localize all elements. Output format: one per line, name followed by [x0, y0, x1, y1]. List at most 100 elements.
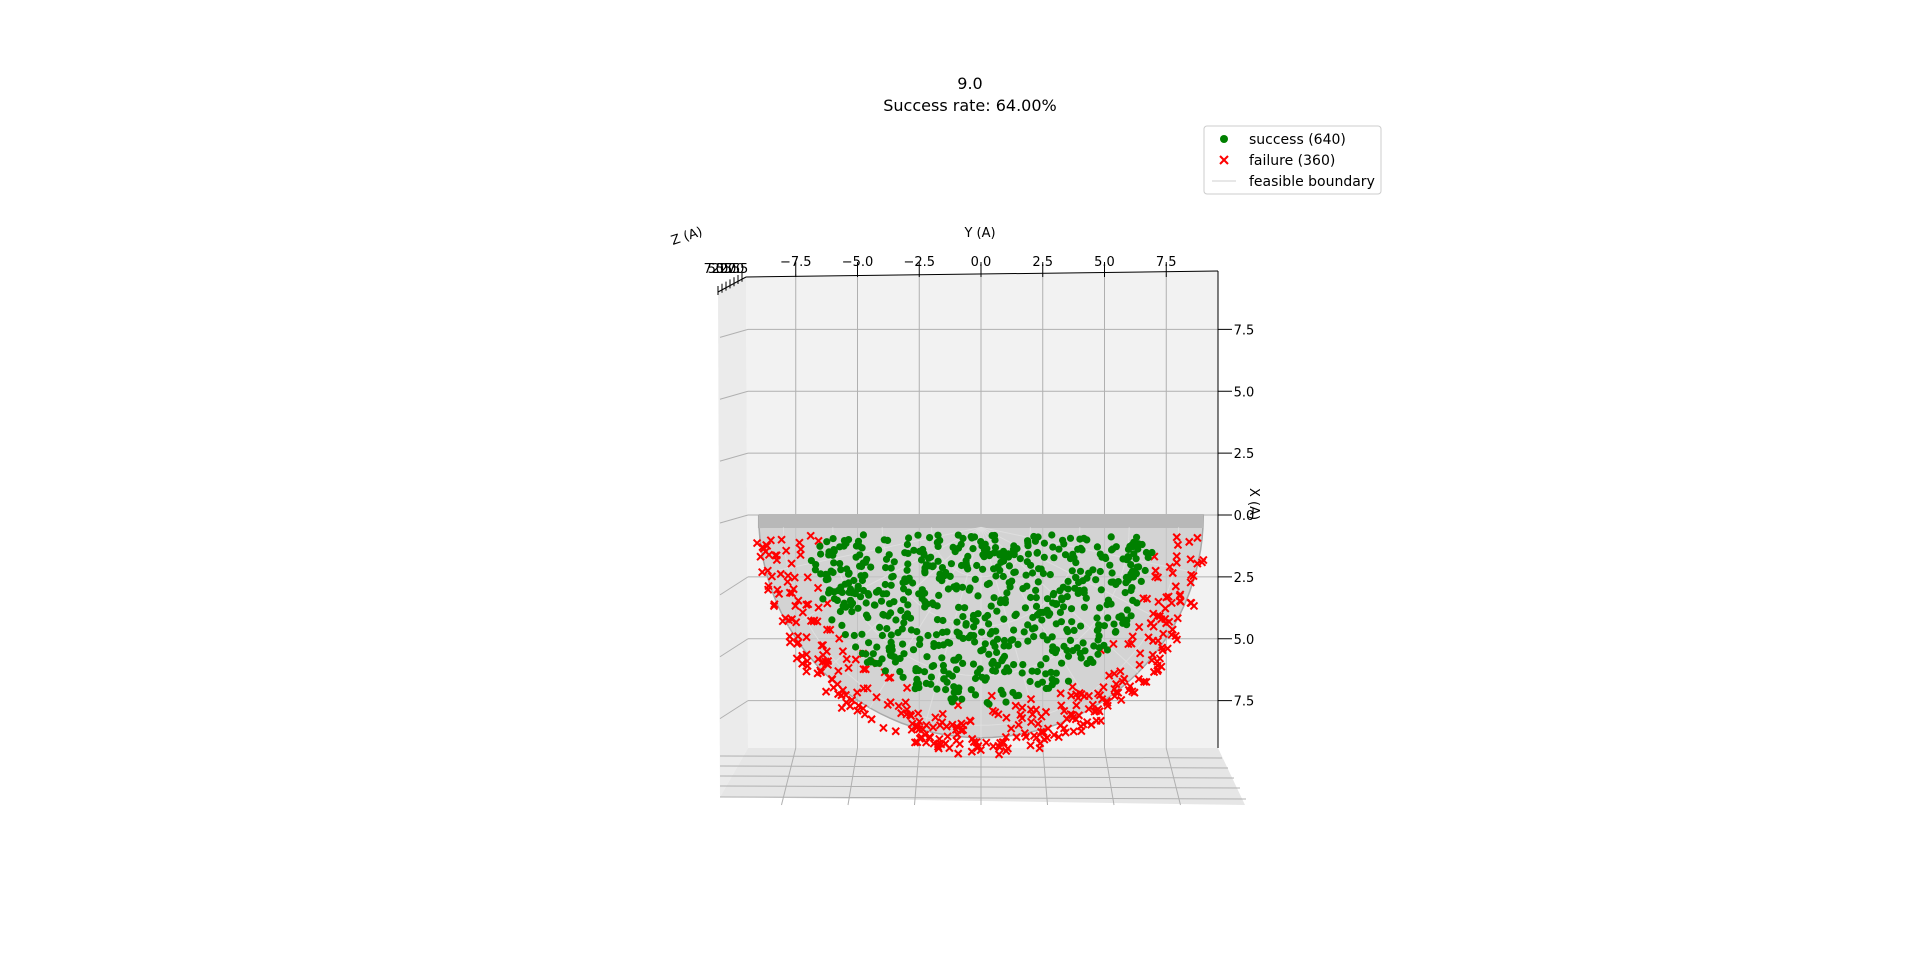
- failure-point: [1116, 667, 1125, 676]
- failure-point: [853, 706, 862, 715]
- success-point: [971, 575, 979, 584]
- failure-point: [879, 723, 888, 733]
- success-point: [962, 556, 970, 565]
- success-point: [887, 564, 895, 572]
- success-point: [825, 589, 833, 597]
- success-point: [953, 618, 961, 626]
- failure-point: [906, 711, 916, 721]
- failure-point: [826, 625, 835, 634]
- failure-point: [790, 573, 799, 582]
- success-point: [1137, 577, 1145, 586]
- success-point: [888, 573, 896, 581]
- success-point: [1064, 677, 1073, 685]
- failure-point: [1033, 719, 1043, 729]
- success-point: [878, 655, 886, 663]
- failure-point: [791, 601, 800, 611]
- failure-point: [863, 684, 872, 693]
- success-point: [1052, 669, 1060, 677]
- failure-point: [1014, 720, 1023, 730]
- failure-point: [813, 583, 823, 593]
- success-point: [1042, 670, 1050, 678]
- failure-point: [1028, 710, 1037, 719]
- success-point: [981, 676, 989, 684]
- failure-point: [987, 691, 996, 701]
- failure-point: [1172, 551, 1181, 561]
- failure-point: [1066, 691, 1076, 700]
- success-point: [1000, 615, 1008, 623]
- failure-point: [1074, 711, 1084, 720]
- failure-point: [933, 742, 943, 751]
- success-point: [1121, 589, 1129, 597]
- failure-point: [1068, 682, 1077, 691]
- success-point: [840, 537, 849, 545]
- success-point: [827, 567, 835, 575]
- failure-point: [764, 581, 773, 591]
- success-point: [978, 628, 986, 636]
- success-point: [1050, 589, 1058, 598]
- failure-point: [781, 546, 791, 555]
- failure-point: [995, 743, 1005, 752]
- success-point: [990, 565, 998, 573]
- failure-point: [844, 663, 853, 673]
- failure-point: [794, 638, 803, 647]
- success-point: [933, 685, 941, 693]
- x-tick-label: −5.0: [842, 255, 874, 270]
- success-point: [836, 543, 844, 551]
- success-point: [1090, 642, 1098, 650]
- success-point: [921, 598, 929, 606]
- failure-point: [783, 571, 793, 580]
- success-point: [991, 544, 1000, 552]
- success-point: [1031, 624, 1039, 632]
- success-point: [841, 631, 850, 639]
- success-point: [1038, 616, 1046, 624]
- success-point: [1009, 545, 1018, 554]
- x-axis-line: [745, 270, 1219, 278]
- success-point: [1037, 661, 1045, 669]
- success-point: [1130, 538, 1138, 546]
- success-point: [887, 631, 895, 639]
- success-point: [1067, 605, 1076, 613]
- success-point: [1026, 677, 1034, 686]
- failure-point: [841, 690, 851, 700]
- success-point: [901, 549, 909, 557]
- success-point: [959, 534, 967, 543]
- success-point: [939, 641, 948, 649]
- failure-point: [822, 625, 832, 634]
- failure-point: [1091, 706, 1101, 716]
- failure-point: [851, 655, 860, 664]
- failure-point: [757, 567, 767, 577]
- success-point: [841, 580, 849, 588]
- success-point: [903, 610, 912, 618]
- success-point: [830, 546, 838, 554]
- floor-depth-line-1: [719, 765, 1229, 769]
- success-point: [924, 631, 932, 640]
- success-point: [896, 654, 904, 663]
- success-point: [946, 639, 954, 647]
- success-point: [1096, 567, 1104, 576]
- failure-point: [835, 634, 844, 643]
- failure-point: [1026, 741, 1035, 750]
- failure-point: [1041, 707, 1051, 717]
- failure-point: [1147, 655, 1157, 665]
- success-point: [980, 546, 989, 554]
- success-point: [1002, 698, 1010, 706]
- chart-title: 9.0: [957, 74, 982, 93]
- success-point: [961, 604, 969, 612]
- failure-point: [792, 654, 802, 663]
- failure-point: [1043, 724, 1053, 733]
- success-point: [934, 542, 942, 551]
- failure-point: [1080, 691, 1089, 701]
- success-point: [899, 673, 907, 681]
- success-point: [862, 650, 870, 658]
- legend: success (640) failure (360) feasible bou…: [1203, 125, 1382, 195]
- success-point: [1028, 569, 1037, 577]
- success-point: [1039, 632, 1047, 640]
- success-point: [857, 572, 865, 580]
- failure-point: [1162, 593, 1171, 602]
- failure-point: [845, 701, 855, 711]
- success-point: [1042, 684, 1050, 693]
- success-point: [1033, 667, 1041, 676]
- failure-point: [1076, 722, 1086, 731]
- failure-point: [967, 747, 977, 756]
